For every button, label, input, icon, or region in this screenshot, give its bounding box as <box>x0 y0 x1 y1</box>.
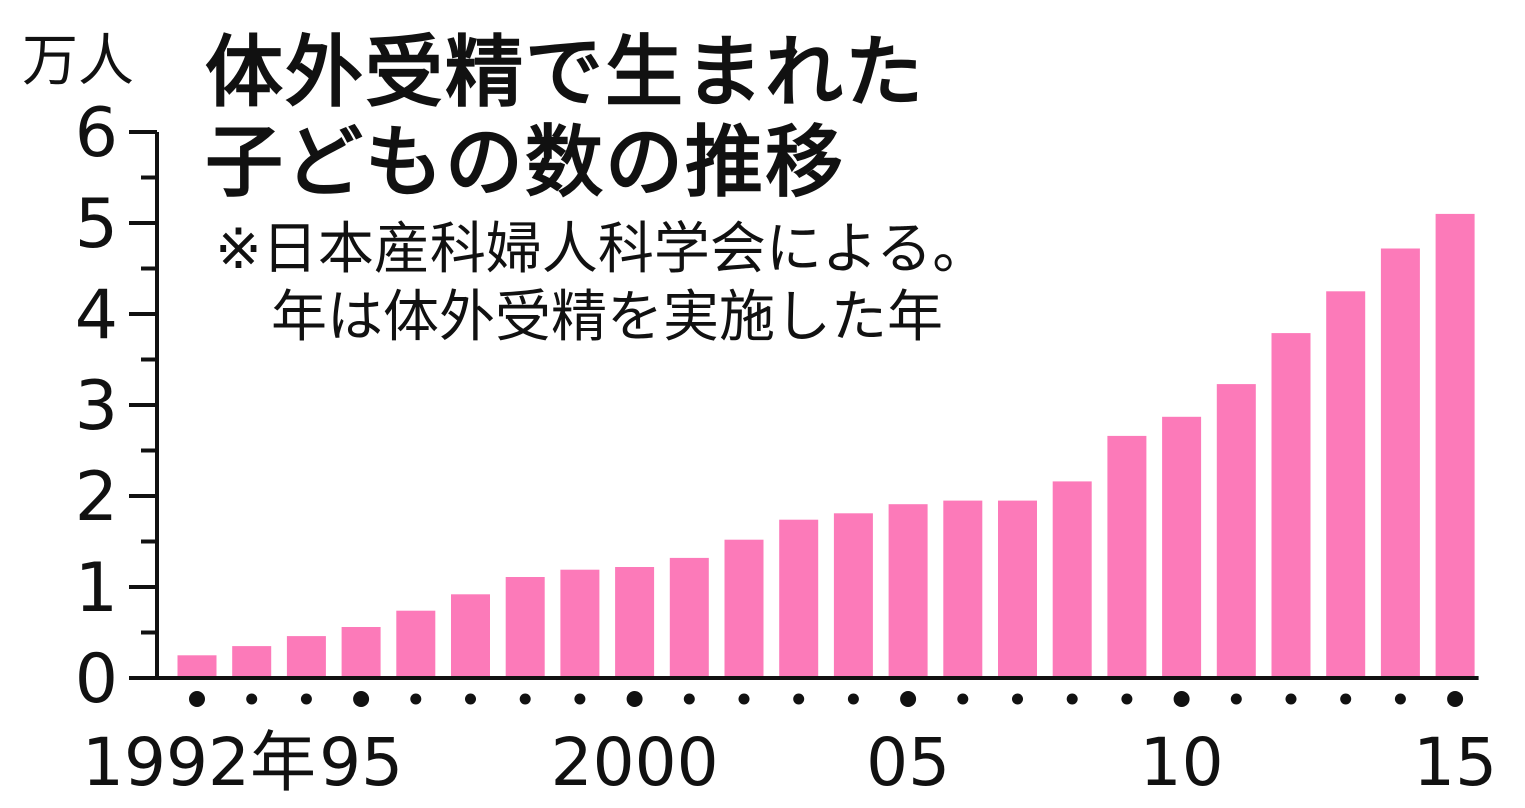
x-marker-2003 <box>793 693 805 705</box>
bar-2001 <box>669 557 709 678</box>
bar-2015 <box>1435 213 1475 678</box>
bar-2012 <box>1271 333 1311 678</box>
x-marker-2010 <box>1173 691 1190 707</box>
y-tick-label-2: 2 <box>75 458 118 537</box>
bar-2002 <box>724 539 764 678</box>
bar-1997 <box>451 594 490 678</box>
note-line: 年は体外受精を実施した年 <box>271 285 943 350</box>
bar-2000 <box>615 567 655 678</box>
x-tick-label-05: 05 <box>866 724 950 801</box>
x-marker-2014 <box>1394 693 1406 705</box>
x-marker-2000 <box>626 691 643 707</box>
x-marker-1995 <box>353 691 370 707</box>
bar-1992 <box>177 655 217 679</box>
bar-1998 <box>505 577 545 678</box>
chart-title-line: 子どもの数の推移 <box>205 118 846 208</box>
bar-2007 <box>998 500 1037 678</box>
x-marker-1998 <box>519 693 531 705</box>
bar-1994 <box>286 636 326 678</box>
bars-group <box>177 213 1475 679</box>
x-marker-1996 <box>410 693 422 705</box>
bar-2008 <box>1052 481 1092 678</box>
x-marker-2013 <box>1340 693 1352 705</box>
x-marker-2012 <box>1285 693 1297 705</box>
y-tick-label-3: 3 <box>75 367 118 446</box>
note-line: ※日本産科婦人科学会による。 <box>215 217 989 282</box>
x-tick-label-15: 15 <box>1413 724 1497 801</box>
bar-1993 <box>232 646 272 678</box>
x-axis-labels: 1992年 95 2000 05 10 15 <box>82 724 1497 801</box>
bar-2013 <box>1326 291 1366 679</box>
bar-1999 <box>560 569 600 678</box>
bar-2014 <box>1380 248 1420 678</box>
y-tick-label-4: 4 <box>75 276 118 355</box>
x-marker-2004 <box>847 693 859 705</box>
y-tick-label-1: 1 <box>75 549 118 628</box>
x-marker-2008 <box>1066 693 1078 705</box>
bar-2009 <box>1107 435 1147 678</box>
y-tick-label-0: 0 <box>75 640 118 719</box>
x-marker-1999 <box>574 693 586 705</box>
chart-source-note: ※日本産科婦人科学会による。 年は体外受精を実施した年 <box>215 216 988 352</box>
bar-2011 <box>1216 384 1256 678</box>
chart-title: 体外受精で生まれた 子どもの数の推移 <box>205 28 925 208</box>
x-marker-1997 <box>465 693 476 705</box>
chart-title-line: 体外受精で生まれた <box>205 28 926 118</box>
x-marker-2001 <box>683 693 695 705</box>
x-marker-2007 <box>1012 693 1023 705</box>
bar-2004 <box>833 513 873 678</box>
x-marker-2002 <box>738 693 750 705</box>
x-tick-label-2000: 2000 <box>551 724 719 801</box>
y-axis: 0 1 2 3 4 5 6 <box>75 94 1479 719</box>
y-tick-label-5: 5 <box>75 185 118 264</box>
bar-2005 <box>888 504 928 678</box>
x-tick-label-95: 95 <box>319 724 403 801</box>
x-tick-label-10: 10 <box>1140 724 1224 801</box>
bar-2010 <box>1162 416 1202 678</box>
x-marker-1994 <box>300 693 312 705</box>
x-axis-markers <box>189 691 1464 707</box>
x-marker-1993 <box>246 693 258 705</box>
y-axis-unit-label: 万人 <box>22 29 134 94</box>
x-marker-2006 <box>957 693 969 705</box>
y-tick-label-6: 6 <box>75 94 118 173</box>
bar-1996 <box>396 610 436 678</box>
x-marker-2009 <box>1121 693 1133 705</box>
x-marker-2011 <box>1230 693 1242 705</box>
x-marker-2015 <box>1447 691 1464 707</box>
x-marker-1992 <box>189 691 205 707</box>
x-tick-label-1992年: 1992年 <box>82 724 316 801</box>
x-marker-2005 <box>900 691 917 707</box>
bar-1995 <box>341 627 381 678</box>
bar-2003 <box>779 519 819 678</box>
bar-2006 <box>943 500 983 678</box>
